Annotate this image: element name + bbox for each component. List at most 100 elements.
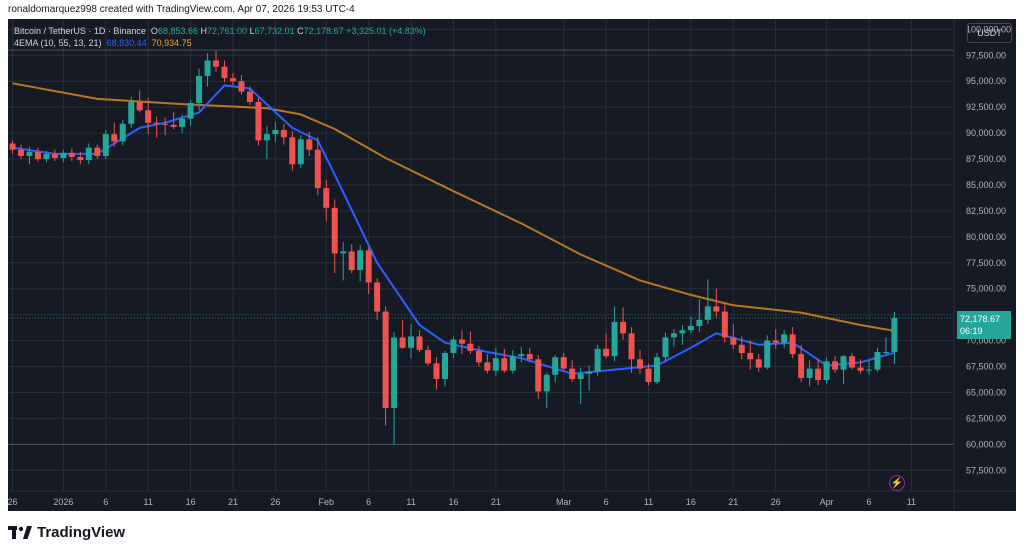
candle-body bbox=[297, 139, 304, 165]
time-tick-label: 11 bbox=[907, 497, 916, 507]
candle-body bbox=[560, 357, 567, 369]
candle-body bbox=[475, 350, 482, 363]
candle-body bbox=[9, 143, 16, 150]
candle-body bbox=[518, 354, 525, 357]
candle-body bbox=[85, 147, 92, 161]
price-tick-label: 82,500.00 bbox=[966, 206, 1006, 216]
candle-body bbox=[467, 343, 474, 351]
candle-body bbox=[43, 153, 50, 160]
candle-body bbox=[441, 353, 448, 379]
candle-body bbox=[162, 123, 169, 125]
candle-body bbox=[433, 363, 440, 379]
candle-body bbox=[94, 147, 101, 156]
ema-slow-value: 70,934.75 bbox=[151, 38, 192, 48]
candle-body bbox=[620, 321, 627, 334]
candle-body bbox=[348, 251, 355, 271]
candle-body bbox=[535, 359, 542, 392]
candle-body bbox=[246, 91, 253, 102]
candle-body bbox=[128, 101, 135, 124]
candle-body bbox=[586, 371, 593, 374]
ema-fast-value: 68,830.44 bbox=[106, 38, 147, 48]
candle-body bbox=[501, 358, 508, 371]
price-tick-label: 70,000.00 bbox=[966, 336, 1006, 346]
candle-body bbox=[255, 101, 262, 141]
candle-body bbox=[653, 357, 660, 383]
chart-panel[interactable]: 100,000.00 97,500.00 95,000.00 92,500.00 90,… bbox=[8, 19, 1016, 511]
brand-name: TradingView bbox=[37, 524, 126, 541]
price-tick-label: 80,000.00 bbox=[966, 232, 1006, 242]
candle-body bbox=[645, 368, 652, 383]
price-tick-label: 75,000.00 bbox=[966, 284, 1006, 294]
candle-body bbox=[280, 129, 287, 138]
open-label: O bbox=[150, 26, 158, 36]
candle-body bbox=[670, 333, 677, 338]
time-tick-label: Feb bbox=[319, 497, 335, 507]
price-tick-label: 57,500.00 bbox=[966, 465, 1006, 475]
candlestick-chart[interactable]: 100,000.00 97,500.00 95,000.00 92,500.00 90,… bbox=[8, 19, 1016, 511]
candle-body bbox=[526, 354, 533, 360]
candle-body bbox=[323, 188, 330, 208]
candle-body bbox=[874, 351, 881, 370]
candle-body bbox=[238, 81, 245, 92]
candle-body bbox=[229, 78, 236, 82]
candle-body bbox=[857, 367, 864, 371]
currency-button[interactable]: USDT bbox=[967, 23, 1012, 43]
candle-body bbox=[187, 103, 194, 119]
candle-body bbox=[340, 251, 347, 254]
price-tick-label: 87,500.00 bbox=[966, 154, 1006, 164]
candle-body bbox=[60, 152, 67, 159]
time-tick-label: 26 bbox=[771, 497, 781, 507]
candle-body bbox=[637, 359, 644, 369]
indicator-legend: 4EMA (10, 55, 13, 21) 68,830.44 70,934.7… bbox=[14, 38, 192, 48]
creator-line: ronaldomarquez998 created with TradingVi… bbox=[8, 4, 355, 15]
time-tick-label: 26 bbox=[8, 497, 18, 507]
candle-body bbox=[314, 149, 321, 189]
time-tick-label: 11 bbox=[144, 497, 153, 507]
candle-body bbox=[696, 319, 703, 327]
candle-body bbox=[772, 340, 779, 343]
candle-body bbox=[331, 207, 338, 254]
lightning-icon[interactable]: ⚡ bbox=[889, 475, 905, 491]
candle-body bbox=[832, 361, 839, 370]
candle-body bbox=[17, 149, 24, 156]
price-tick-label: 100,000.00 bbox=[966, 24, 1011, 34]
price-tick-label: 92,500.00 bbox=[966, 102, 1006, 112]
change-value: +3,325.01 (+4.83%) bbox=[346, 26, 426, 36]
price-tick-label: 67,500.00 bbox=[966, 362, 1006, 372]
candle-body bbox=[111, 134, 118, 142]
candle-body bbox=[221, 66, 228, 79]
ema-fast-line bbox=[12, 84, 895, 375]
candle-body bbox=[263, 134, 270, 141]
candle-body bbox=[823, 361, 830, 381]
candle-body bbox=[306, 139, 313, 150]
candle-body bbox=[26, 151, 33, 156]
candle-body bbox=[289, 137, 296, 165]
candle-body bbox=[603, 348, 610, 357]
bar-countdown: 06:19 bbox=[960, 325, 983, 336]
candle-body bbox=[611, 321, 618, 357]
low-value: 67,732.01 bbox=[254, 26, 295, 36]
candle-body bbox=[272, 129, 279, 135]
candle-body bbox=[798, 354, 805, 378]
ema-label: 4EMA (10, 55, 13, 21) bbox=[14, 38, 102, 48]
candle-body bbox=[136, 101, 143, 111]
candle-body bbox=[374, 282, 381, 312]
candle-body bbox=[196, 76, 203, 104]
candle-body bbox=[713, 306, 720, 312]
candle-body bbox=[365, 250, 372, 283]
time-tick-label: 16 bbox=[686, 497, 696, 507]
time-tick-label: 21 bbox=[728, 497, 738, 507]
candle-body bbox=[679, 330, 686, 334]
candle-body bbox=[781, 334, 788, 343]
price-tick-label: 62,500.00 bbox=[966, 413, 1006, 423]
candle-body bbox=[806, 368, 813, 378]
last-price-value: 72,178.67 bbox=[960, 313, 1001, 324]
candle-body bbox=[594, 348, 601, 372]
candle-body bbox=[849, 356, 856, 368]
candle-body bbox=[730, 337, 737, 345]
price-tick-label: 85,000.00 bbox=[966, 180, 1006, 190]
candle-body bbox=[840, 356, 847, 370]
candle-body bbox=[425, 349, 432, 364]
time-tick-label: 6 bbox=[103, 497, 108, 507]
candle-body bbox=[170, 124, 177, 127]
